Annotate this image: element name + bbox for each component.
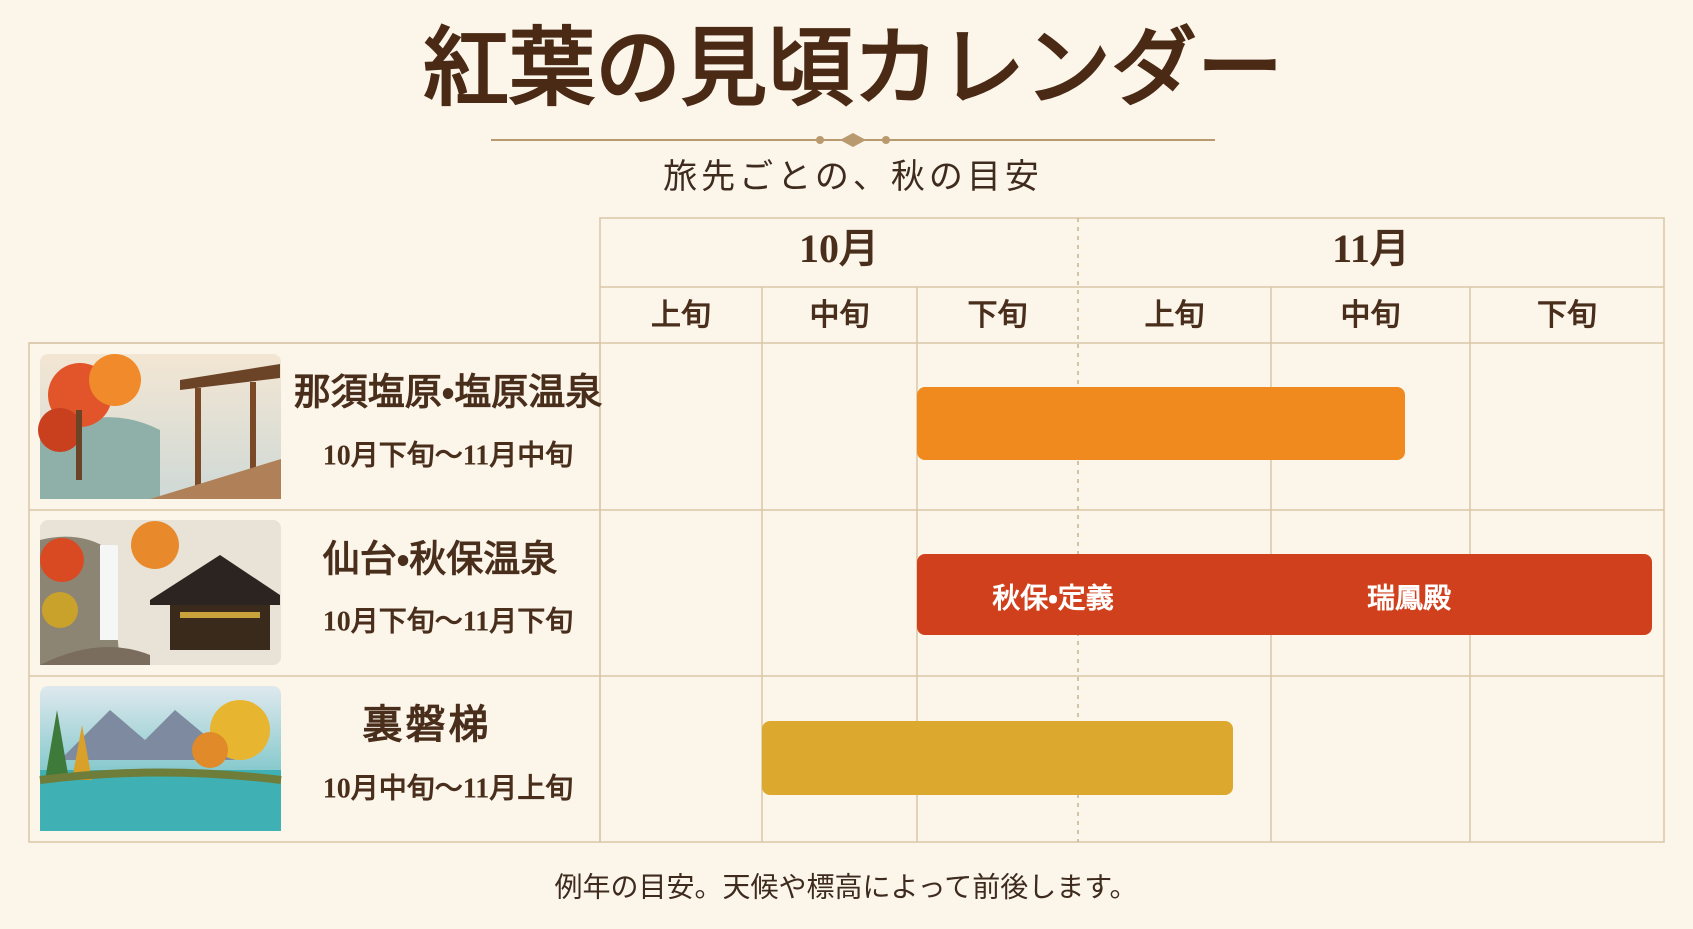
period-label: 下旬	[1537, 299, 1597, 332]
period-label: 中旬	[810, 299, 870, 332]
title: 紅葉の見頃カレンダー	[423, 21, 1283, 117]
month-label: 10月	[799, 226, 879, 271]
row-period: 10月下旬～11月中旬	[323, 439, 573, 471]
row-period: 10月下旬～11月下旬	[323, 605, 573, 637]
row-period: 10月中旬～11月上旬	[323, 772, 573, 804]
bar	[917, 554, 1652, 635]
bars	[762, 387, 1652, 795]
note: 例年の目安。天候や標高によって前後します。	[555, 871, 1138, 903]
bar-label: 瑞鳳殿	[1367, 582, 1452, 614]
period-label: 上旬	[651, 299, 711, 332]
period-label: 上旬	[1145, 299, 1205, 332]
illustration	[39, 686, 282, 831]
bar	[917, 387, 1405, 460]
illustration	[38, 354, 281, 499]
bar	[762, 721, 1233, 795]
row-name: 裏磐梯	[363, 702, 492, 747]
period-label: 下旬	[968, 299, 1028, 332]
row-name: 仙台・秋保温泉	[322, 538, 558, 580]
bar-label: 秋保・定義	[992, 582, 1114, 614]
period-label: 中旬	[1341, 299, 1401, 332]
illustration	[40, 520, 281, 665]
month-label: 11月	[1332, 226, 1410, 271]
subtitle: 旅先ごとの、秋の目安	[663, 158, 1043, 196]
ornament	[491, 133, 1215, 147]
row-name: 那須塩原・塩原温泉	[294, 371, 603, 413]
